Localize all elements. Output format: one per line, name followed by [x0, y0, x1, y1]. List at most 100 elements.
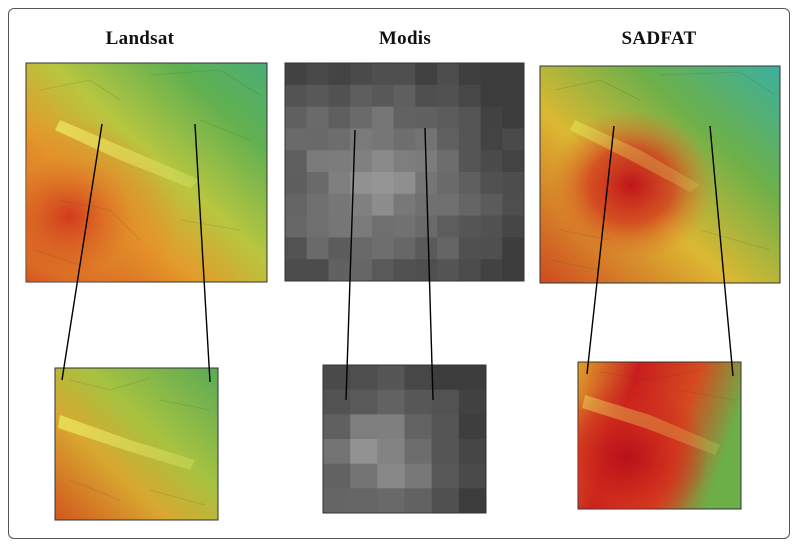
modis-pixel: [306, 84, 329, 108]
modis-pixel: [437, 63, 460, 86]
modis-image: [284, 62, 525, 282]
modis-pixel: [350, 63, 373, 86]
modis-pixel: [415, 63, 438, 86]
modis-pixel: [415, 106, 438, 129]
modis-border: [322, 364, 487, 514]
modis-pixel: [350, 84, 373, 108]
panel-title-sadfat: SADFAT: [621, 28, 697, 49]
modis-pixel: [404, 414, 433, 440]
modis-pixel: [328, 215, 351, 238]
modis-pixel: [458, 259, 482, 282]
modis-pixel: [306, 259, 329, 282]
modis-pixel: [437, 259, 460, 282]
modis-pixel: [437, 150, 460, 173]
sadfat-connector-right: [709, 125, 734, 377]
modis-pixel: [285, 172, 308, 195]
modis-pixel: [323, 488, 351, 514]
modis-pixel: [415, 259, 438, 282]
modis-pixel: [502, 172, 525, 195]
modis-pixel: [393, 128, 416, 151]
modis-pixel: [393, 150, 416, 173]
modis-pixel: [350, 414, 378, 440]
connector-lines: [61, 123, 734, 401]
modis-pixel: [371, 259, 395, 282]
modis-pixel: [393, 215, 416, 238]
modis-pixel: [350, 237, 373, 260]
modis-pixel: [458, 215, 482, 238]
modis-pixel: [480, 150, 503, 173]
modis-pixel: [285, 128, 308, 151]
modis-pixel: [458, 84, 482, 108]
sadfat-image: [539, 65, 781, 284]
modis-pixel: [437, 172, 460, 195]
modis-pixel: [431, 414, 460, 440]
modis-connector-left: [345, 129, 356, 401]
modis-pixel: [285, 84, 308, 108]
modis-pixel: [404, 365, 433, 391]
modis-pixel: [328, 259, 351, 282]
modis-pixel: [350, 128, 373, 151]
modis-connector-right: [424, 127, 434, 401]
modis-pixel: [458, 439, 487, 465]
modis-pixel: [371, 237, 395, 260]
modis-pixel: [458, 365, 487, 391]
modis-pixel: [458, 389, 487, 415]
modis-pixel: [285, 259, 308, 282]
modis-pixel: [458, 488, 487, 514]
modis-pixel: [502, 150, 525, 173]
modis-pixel: [323, 463, 351, 489]
modis-pixel: [377, 365, 405, 391]
modis-pixel: [350, 365, 378, 391]
modis-pixel: [480, 259, 503, 282]
modis-pixel: [323, 414, 351, 440]
modis-pixel: [458, 63, 482, 86]
modis-pixel: [458, 463, 487, 489]
modis-pixel: [328, 237, 351, 260]
modis-pixel: [323, 439, 351, 465]
modis-pixel: [306, 106, 329, 129]
modis-pixel: [393, 106, 416, 129]
landsat-connector-right: [194, 123, 211, 383]
modis-pixel: [437, 106, 460, 129]
modis-pixel: [328, 84, 351, 108]
modis-pixel: [350, 389, 378, 415]
modis-pixel: [371, 193, 395, 217]
modis-pixel: [431, 389, 460, 415]
modis-pixel: [285, 106, 308, 129]
modis-pixel: [371, 215, 395, 238]
modis-pixel: [502, 259, 525, 282]
modis-pixel: [404, 463, 433, 489]
modis-pixel: [371, 150, 395, 173]
modis-pixel: [458, 128, 482, 151]
modis-pixel: [350, 488, 378, 514]
modis-pixel: [415, 84, 438, 108]
modis-pixel: [393, 259, 416, 282]
modis-pixel: [393, 63, 416, 86]
modis-pixel: [480, 172, 503, 195]
modis-pixel: [350, 463, 378, 489]
modis-pixel: [415, 215, 438, 238]
modis-pixel: [350, 215, 373, 238]
modis-pixel: [437, 237, 460, 260]
modis-pixel: [371, 106, 395, 129]
modis-pixel: [431, 488, 460, 514]
modis-pixel: [415, 128, 438, 151]
modis-pixel: [415, 237, 438, 260]
modis-pixel: [431, 365, 460, 391]
modis-pixel: [458, 414, 487, 440]
modis-pixel: [404, 389, 433, 415]
modis-pixel: [328, 106, 351, 129]
modis-pixel: [377, 439, 405, 465]
modis-pixel: [350, 439, 378, 465]
modis-pixel: [328, 150, 351, 173]
modis-pixel: [480, 215, 503, 238]
modis-pixel: [480, 128, 503, 151]
modis-pixel: [437, 215, 460, 238]
modis-pixel: [350, 172, 373, 195]
modis-pixel: [350, 193, 373, 217]
modis-pixel: [350, 106, 373, 129]
modis-pixel: [328, 172, 351, 195]
modis-pixel: [458, 237, 482, 260]
modis-pixel: [458, 172, 482, 195]
